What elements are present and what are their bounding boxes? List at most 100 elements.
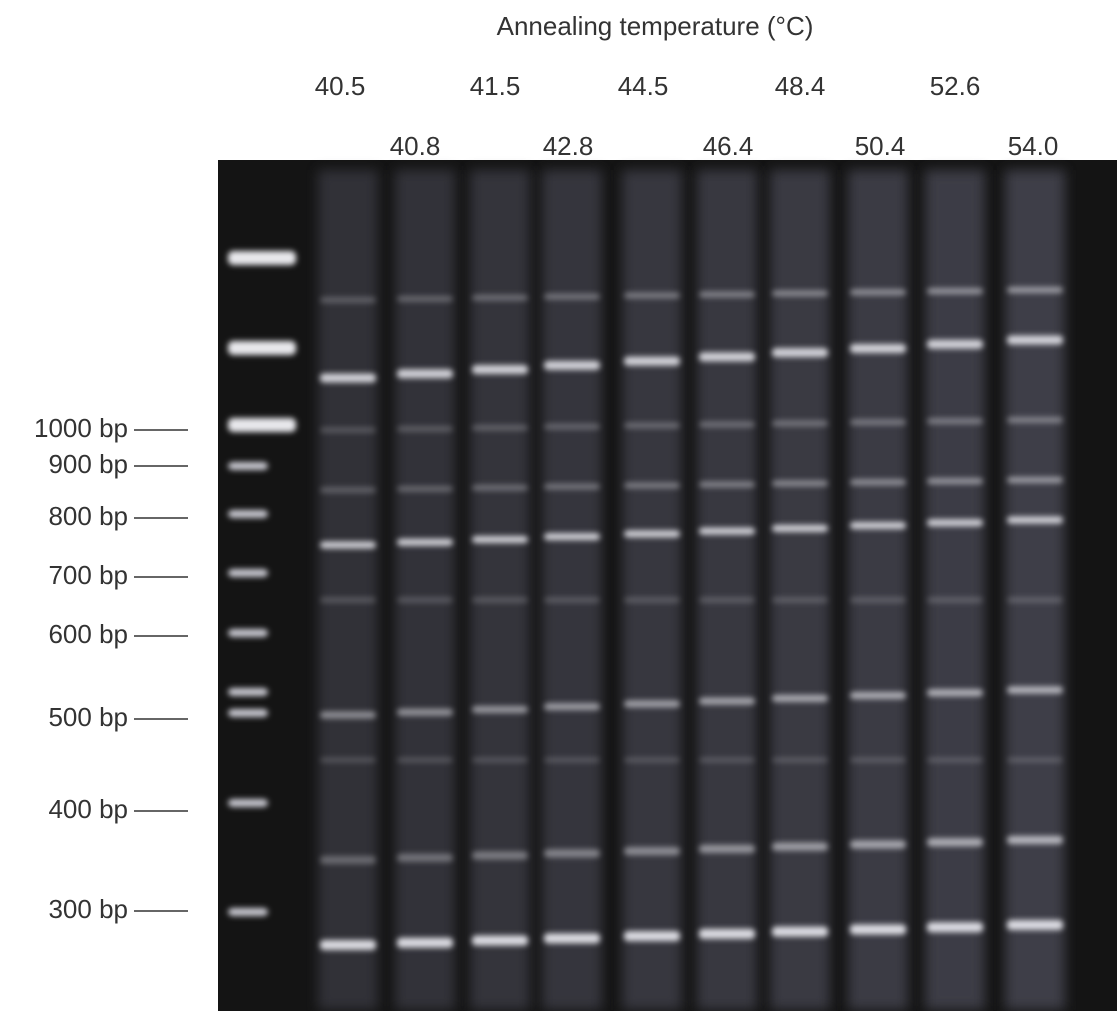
band (772, 420, 828, 427)
ladder-band (228, 688, 268, 696)
lane-label: 41.5 (470, 71, 521, 101)
band (397, 295, 453, 302)
band (1007, 836, 1063, 844)
band (320, 597, 376, 603)
band (472, 535, 528, 543)
lane-label: 40.5 (315, 71, 366, 101)
band (772, 694, 828, 702)
band (1007, 920, 1063, 930)
band (772, 480, 828, 487)
band (397, 369, 453, 379)
band (320, 757, 376, 763)
band (472, 294, 528, 301)
lane-smear (395, 170, 455, 1010)
band (397, 597, 453, 603)
marker-label: 800 bp (48, 501, 128, 531)
band (1007, 597, 1063, 603)
band (927, 597, 983, 603)
band (544, 533, 600, 541)
band (544, 597, 600, 603)
band (850, 289, 906, 296)
band (772, 757, 828, 763)
band (699, 697, 755, 705)
band (544, 849, 600, 858)
lane-smear (848, 170, 908, 1010)
ladder-band (228, 251, 296, 265)
band (320, 427, 376, 433)
ladder-band (228, 341, 296, 355)
band (927, 689, 983, 697)
band (472, 424, 528, 431)
band (1007, 335, 1063, 345)
lane-label: 42.8 (543, 131, 594, 161)
lane-label: 50.4 (855, 131, 906, 161)
band (772, 524, 828, 532)
band (1007, 686, 1063, 694)
marker-label: 1000 bp (34, 413, 128, 443)
lane-smear (542, 170, 602, 1010)
ladder-band (228, 709, 268, 717)
lane-label: 54.0 (1008, 131, 1059, 161)
band (772, 597, 828, 603)
lane-smear (1005, 170, 1065, 1010)
lanes (228, 170, 1065, 1010)
band (624, 597, 680, 603)
ladder-band (228, 418, 296, 432)
band (624, 757, 680, 763)
band (472, 597, 528, 603)
band (699, 352, 755, 362)
labels: 40.5 41.5 44.5 48.4 52.6 40.8 42.8 46.4 50.4 54.0… (34, 71, 1058, 924)
band (1007, 287, 1063, 293)
band (927, 922, 983, 933)
band (472, 851, 528, 860)
band (850, 692, 906, 700)
marker-label: 400 bp (48, 794, 128, 824)
band (320, 711, 376, 719)
ladder-band (228, 908, 268, 916)
band (397, 538, 453, 546)
band (850, 924, 906, 935)
band (624, 931, 680, 942)
band (624, 356, 680, 366)
band (699, 527, 755, 535)
band (472, 757, 528, 763)
band (397, 425, 453, 432)
marker-label: 600 bp (48, 619, 128, 649)
band (544, 293, 600, 300)
lane-smear (318, 170, 378, 1010)
band (699, 844, 755, 853)
band (397, 937, 453, 948)
band (699, 928, 755, 939)
band (472, 365, 528, 375)
title: Annealing temperature (°C) (497, 11, 814, 41)
lane-smear (770, 170, 830, 1010)
band (772, 348, 828, 358)
band (397, 708, 453, 716)
band (320, 373, 376, 383)
marker-label: 900 bp (48, 449, 128, 479)
band (472, 935, 528, 946)
band (927, 757, 983, 763)
band (850, 343, 906, 353)
band (544, 933, 600, 944)
band (544, 703, 600, 711)
band (1007, 417, 1063, 423)
band (472, 484, 528, 491)
marker-label: 300 bp (48, 894, 128, 924)
band (772, 290, 828, 297)
band (624, 847, 680, 856)
lane-smear (925, 170, 985, 1010)
band (472, 705, 528, 713)
band (699, 597, 755, 603)
band (544, 360, 600, 370)
lane-smear (622, 170, 682, 1010)
band (699, 421, 755, 428)
band (624, 700, 680, 708)
band (320, 940, 376, 950)
band (927, 478, 983, 485)
lane-label: 44.5 (618, 71, 669, 101)
band (927, 339, 983, 349)
band (850, 597, 906, 603)
band (1007, 516, 1063, 524)
